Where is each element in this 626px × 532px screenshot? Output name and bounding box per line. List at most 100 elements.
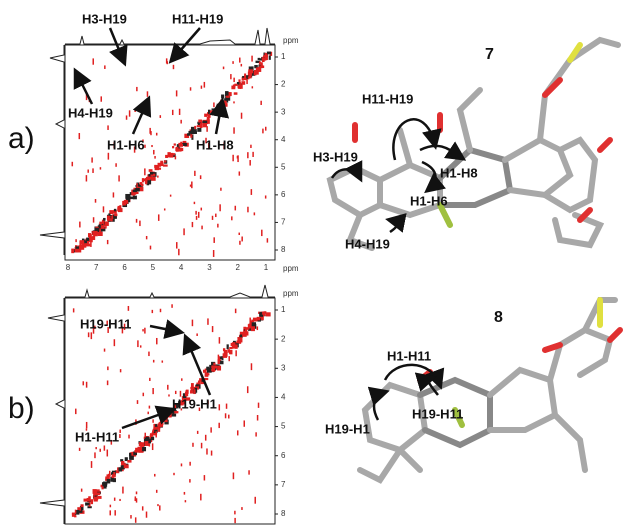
cross-peak bbox=[137, 400, 139, 404]
cross-peak bbox=[157, 176, 159, 178]
projection bbox=[40, 298, 64, 524]
peak bbox=[164, 416, 168, 419]
cross-peak bbox=[149, 406, 151, 409]
peak bbox=[234, 92, 238, 94]
cross-peak bbox=[91, 157, 93, 162]
cross-peak bbox=[235, 309, 237, 314]
cross-peak bbox=[228, 356, 230, 361]
peak bbox=[171, 153, 175, 155]
peak bbox=[150, 435, 153, 437]
cross-peak bbox=[207, 318, 209, 324]
cross-peak bbox=[86, 382, 88, 388]
peak bbox=[266, 312, 271, 316]
peak bbox=[217, 366, 221, 371]
peak bbox=[86, 238, 89, 241]
cross-peak bbox=[103, 206, 105, 212]
peak bbox=[243, 327, 246, 330]
cross-peak bbox=[213, 250, 215, 257]
cross-peak bbox=[79, 222, 81, 228]
peak bbox=[111, 219, 113, 222]
cross-peak bbox=[228, 415, 230, 419]
peak bbox=[145, 178, 150, 180]
cross-peak bbox=[136, 183, 138, 188]
cross-peak bbox=[190, 185, 192, 187]
arrow bbox=[390, 220, 398, 232]
cross-peak bbox=[200, 175, 202, 179]
cross-peak bbox=[247, 207, 249, 213]
peak bbox=[254, 71, 257, 75]
cross-peak bbox=[195, 211, 197, 215]
peak bbox=[241, 81, 245, 85]
cross-peak bbox=[248, 470, 250, 474]
peak bbox=[179, 148, 183, 151]
cross-peak bbox=[219, 337, 221, 343]
cross-peak bbox=[152, 310, 154, 313]
cross-peak bbox=[146, 512, 148, 518]
cross-peak bbox=[258, 403, 260, 408]
annotation: H4-H19 bbox=[345, 236, 390, 251]
peak bbox=[269, 56, 271, 60]
cross-peak bbox=[75, 409, 77, 414]
cross-peak bbox=[110, 505, 112, 508]
cross-peak bbox=[104, 65, 106, 69]
peak bbox=[190, 390, 193, 393]
cross-peak bbox=[92, 58, 94, 64]
cross-peak bbox=[192, 222, 194, 227]
peak bbox=[196, 384, 199, 386]
cross-peak bbox=[261, 230, 263, 236]
peak bbox=[227, 344, 229, 349]
cross-peak bbox=[180, 120, 182, 124]
cross-peak bbox=[192, 320, 194, 327]
cross-peak bbox=[179, 109, 181, 115]
cross-peak bbox=[176, 90, 178, 96]
peak bbox=[137, 447, 142, 451]
cross-peak bbox=[95, 199, 97, 203]
cross-peak bbox=[235, 350, 237, 356]
cross-peak bbox=[137, 340, 139, 347]
peak bbox=[124, 465, 129, 469]
cross-peak bbox=[198, 212, 200, 218]
cross-peak bbox=[172, 110, 174, 115]
peak bbox=[92, 236, 95, 240]
cross-peak bbox=[91, 461, 93, 468]
peak bbox=[129, 456, 131, 459]
cross-peak bbox=[156, 490, 158, 493]
annotation: H1-H8 bbox=[440, 165, 478, 180]
compound-number: 8 bbox=[494, 309, 503, 326]
peak bbox=[172, 146, 174, 148]
cross-peak bbox=[175, 156, 177, 159]
cross-peak bbox=[244, 420, 246, 426]
peak bbox=[197, 128, 201, 132]
cross-peak bbox=[128, 306, 129, 311]
cross-peak bbox=[189, 462, 191, 466]
peak bbox=[79, 246, 84, 250]
peak bbox=[112, 474, 116, 477]
y-tick-label: 5 bbox=[281, 422, 286, 431]
cross-peak bbox=[144, 328, 146, 334]
cross-peak bbox=[189, 479, 191, 482]
peak bbox=[210, 110, 214, 113]
cross-peak bbox=[135, 496, 137, 499]
peak bbox=[226, 96, 230, 98]
cross-peak bbox=[217, 224, 219, 228]
cross-peak bbox=[206, 126, 208, 132]
cross-peak bbox=[248, 77, 250, 79]
peak bbox=[133, 190, 137, 193]
cross-peak bbox=[211, 451, 213, 456]
cross-peak bbox=[252, 86, 254, 88]
cross-peak bbox=[143, 393, 145, 396]
cross-peak bbox=[225, 413, 227, 418]
cross-peak bbox=[142, 506, 144, 510]
peak bbox=[117, 207, 121, 211]
cross-peak bbox=[122, 487, 124, 494]
annotation: H1-H11 bbox=[387, 348, 431, 363]
cross-peak bbox=[167, 61, 169, 64]
cross-peak bbox=[134, 110, 136, 112]
cross-peak bbox=[88, 332, 90, 337]
peak bbox=[251, 326, 255, 331]
peak bbox=[267, 52, 271, 55]
panel-label: a) bbox=[8, 122, 35, 155]
compound-number: 7 bbox=[485, 46, 494, 63]
cross-peak bbox=[234, 511, 236, 515]
peak bbox=[206, 367, 209, 370]
